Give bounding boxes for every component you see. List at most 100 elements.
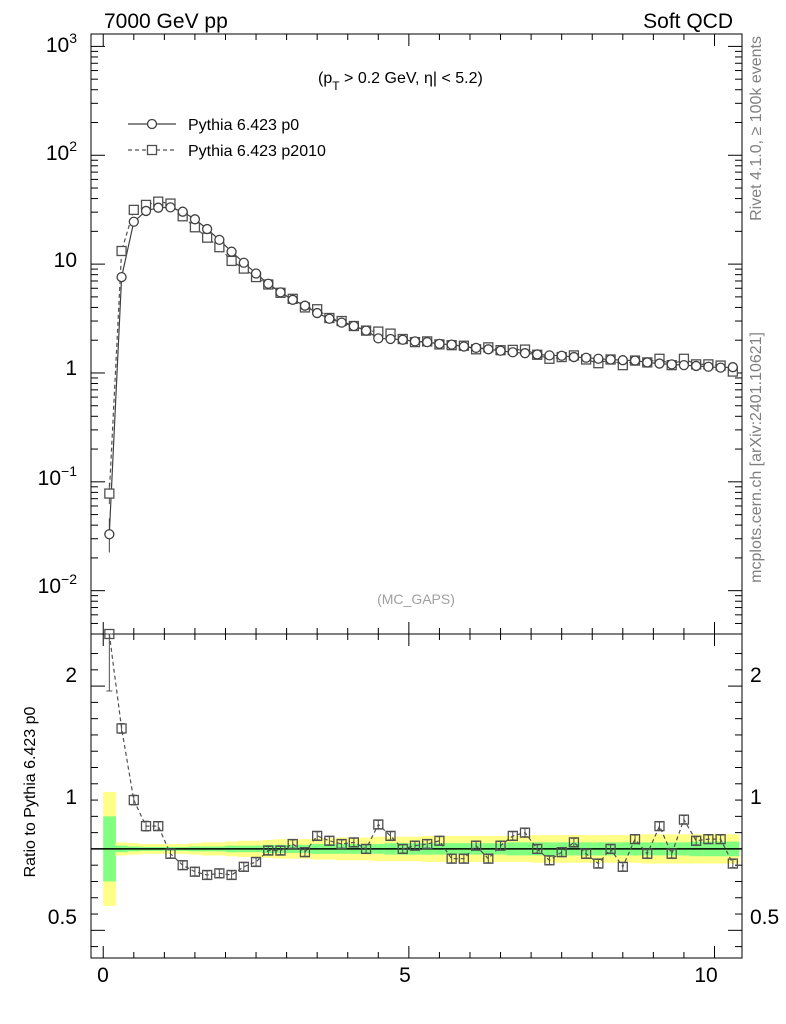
ratio-point-p2010 bbox=[226, 869, 237, 881]
ratio-point-p2010 bbox=[605, 843, 616, 855]
point-p0 bbox=[715, 362, 726, 373]
point-p0 bbox=[385, 333, 396, 345]
ratio-point-p2010 bbox=[360, 843, 372, 855]
ratio-point-p2010 bbox=[470, 840, 482, 851]
point-p0 bbox=[458, 341, 470, 352]
point-p0 bbox=[629, 355, 641, 366]
ratio-point-p2010 bbox=[275, 845, 286, 856]
ratio-point-p2010 bbox=[703, 833, 714, 845]
point-p0 bbox=[165, 202, 176, 213]
xtick-labels: 0 5 10 bbox=[97, 964, 718, 987]
point-p0 bbox=[519, 348, 531, 359]
point-p0 bbox=[360, 325, 372, 336]
legend-label-p2010: Pythia 6.423 p2010 bbox=[188, 143, 326, 160]
ratio-ytick-label-1-left: 1 bbox=[65, 786, 77, 809]
ratio-point-p2010 bbox=[263, 845, 274, 856]
legend-label-p0: Pythia 6.423 p0 bbox=[188, 117, 299, 134]
legend-marker-p0 bbox=[146, 118, 158, 130]
point-p0 bbox=[226, 246, 237, 257]
ratio-point-p2010 bbox=[201, 869, 213, 881]
point-p0 bbox=[238, 257, 249, 268]
point-p2010 bbox=[104, 488, 115, 499]
series-line-p0 bbox=[108, 206, 733, 535]
ratio-ytick-labels: 2 1 0.5 2 1 0.5 bbox=[48, 664, 779, 929]
ratio-line-p2010 bbox=[108, 633, 734, 876]
ratio-point-p2010 bbox=[409, 840, 421, 851]
cuts-label-mid: > 0.2 GeV, bbox=[340, 70, 424, 87]
ytick-label-1e-1-exp: −1 bbox=[61, 463, 77, 479]
ratio-point-p2010 bbox=[544, 855, 555, 866]
header-left: 7000 GeV pp bbox=[104, 10, 228, 33]
cuts-label-sub: T bbox=[332, 79, 340, 93]
ratio-point-p2010 bbox=[715, 833, 726, 845]
main-ytick-labels: 103 102 10 1 10−1 10−2 bbox=[38, 30, 78, 598]
point-p0 bbox=[397, 334, 408, 345]
series-line-p2010 bbox=[108, 200, 734, 494]
point-p0 bbox=[703, 361, 714, 372]
ratio-point-p2010 bbox=[458, 853, 470, 864]
point-p0 bbox=[666, 359, 677, 370]
point-p0 bbox=[495, 345, 506, 356]
point-p0 bbox=[299, 300, 311, 311]
ratio-point-p2010 bbox=[568, 837, 580, 848]
ytick-label-1e2-base: 10 bbox=[46, 142, 69, 165]
ratio-point-p2010 bbox=[397, 843, 408, 855]
legend: Pythia 6.423 p0 Pythia 6.423 p2010 bbox=[128, 117, 326, 160]
ratio-point-p2010 bbox=[617, 861, 628, 872]
ratio-point-p2010 bbox=[580, 848, 592, 859]
ratio-point-p2010 bbox=[422, 838, 433, 850]
point-p0 bbox=[507, 347, 518, 358]
ratio-point-p2010 bbox=[446, 853, 457, 864]
ratio-point-p2010 bbox=[519, 827, 531, 838]
ratio-ytick-label-1-right: 1 bbox=[750, 786, 762, 809]
ytick-label-1e-1-base: 10 bbox=[38, 467, 61, 490]
point-p2010 bbox=[128, 204, 139, 216]
point-p0 bbox=[287, 294, 298, 305]
point-p0 bbox=[201, 223, 213, 235]
ratio-point-p2010 bbox=[593, 858, 604, 869]
point-p0 bbox=[409, 336, 421, 347]
point-p0 bbox=[348, 320, 359, 332]
ratio-point-p2010 bbox=[691, 835, 702, 846]
point-p0 bbox=[324, 313, 335, 324]
xtick-label-0: 0 bbox=[97, 964, 109, 987]
ratio-point-p2010 bbox=[507, 830, 518, 842]
point-p0 bbox=[312, 307, 323, 319]
ratio-point-p2010 bbox=[104, 628, 115, 640]
ytick-label-1e-1: 10−1 bbox=[38, 463, 78, 490]
main-series-layer bbox=[104, 196, 738, 553]
ratio-point-p2010 bbox=[324, 835, 335, 846]
ratio-point-p2010 bbox=[642, 848, 653, 859]
ytick-label-1e2: 102 bbox=[46, 138, 77, 165]
point-p0 bbox=[580, 352, 592, 363]
point-p0 bbox=[189, 214, 201, 225]
ytick-label-1e2-exp: 2 bbox=[69, 138, 77, 154]
point-p0 bbox=[275, 287, 286, 298]
point-p0 bbox=[568, 351, 580, 363]
point-p0 bbox=[250, 268, 262, 279]
cuts-label-close: | < 5.2) bbox=[433, 70, 483, 87]
point-p0 bbox=[642, 357, 653, 368]
point-p0 bbox=[446, 339, 457, 350]
ratio-point-p2010 bbox=[532, 843, 543, 855]
point-p0 bbox=[214, 234, 225, 246]
ratio-point-p2010 bbox=[348, 837, 359, 848]
ytick-label-1e-2-base: 10 bbox=[38, 575, 61, 598]
ratio-point-p2010 bbox=[165, 848, 176, 859]
ratio-point-p2010 bbox=[128, 794, 139, 806]
point-p0 bbox=[116, 271, 127, 283]
ratio-point-p2010 bbox=[312, 830, 323, 842]
cuts-label-eta: η bbox=[424, 70, 433, 87]
ratio-plot-frame bbox=[90, 633, 743, 959]
point-p0 bbox=[373, 333, 384, 344]
header-right: Soft QCD bbox=[643, 10, 733, 33]
legend-marker-p2010 bbox=[146, 144, 158, 156]
point-p0 bbox=[678, 359, 690, 371]
ytick-label-1e-2: 10−2 bbox=[38, 571, 78, 598]
point-p0 bbox=[654, 358, 665, 369]
point-p0 bbox=[727, 362, 738, 373]
mcplots-label: mcplots.cern.ch [arXiv:2401.10621] bbox=[748, 332, 765, 583]
point-p0 bbox=[336, 317, 347, 328]
ratio-point-p2010 bbox=[678, 814, 690, 825]
ratio-ylabel: Ratio to Pythia 6.423 p0 bbox=[22, 707, 39, 878]
